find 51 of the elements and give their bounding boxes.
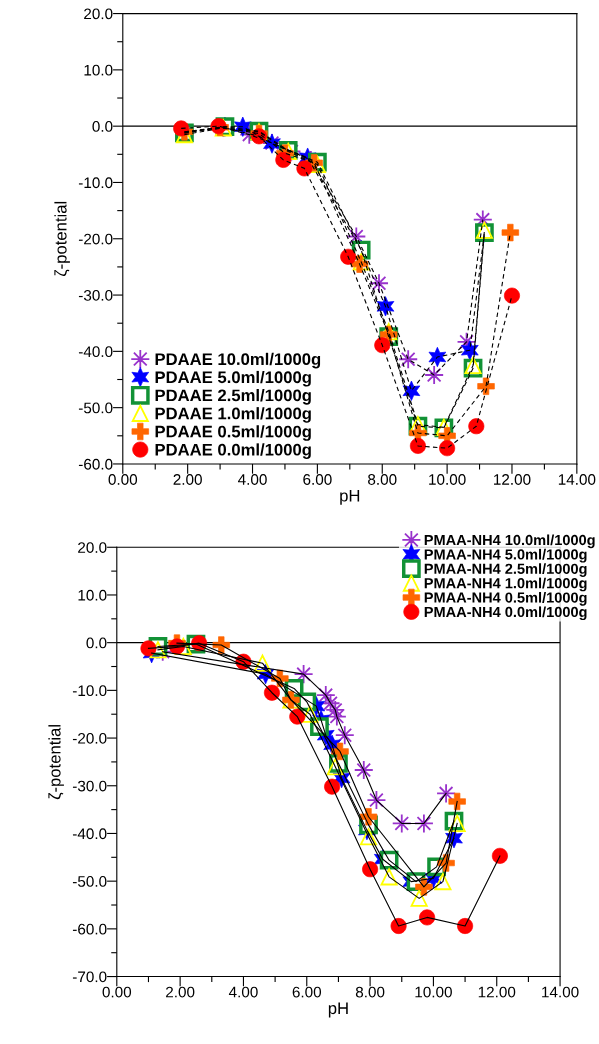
x-tick-label: 10.00 <box>415 986 452 998</box>
y-tick-label: -60.0 <box>72 923 107 935</box>
y-tick-label: -20.0 <box>72 732 107 744</box>
x-tick-label: 4.00 <box>228 986 258 998</box>
legend-label: PMAA-NH4 10.0ml/1000g <box>424 534 595 549</box>
x-tick-label: 10.00 <box>429 474 466 485</box>
x-tick-label: 14.00 <box>558 474 596 485</box>
y-tick-label: -10.0 <box>78 177 113 189</box>
y-tick-label: -60.0 <box>78 458 113 470</box>
legend-label: PDAAE 1.0ml/1000g <box>155 407 311 423</box>
y-tick-label: -50.0 <box>72 876 107 887</box>
x-axis-title: pH <box>328 1002 348 1018</box>
x-tick-label: 0.00 <box>102 986 132 998</box>
x-tick-label: 12.00 <box>494 474 531 485</box>
x-tick-label: 6.00 <box>303 474 332 485</box>
y-tick-label: -40.0 <box>72 828 107 840</box>
y-tick-label: -10.0 <box>72 685 107 697</box>
x-tick-label: 2.00 <box>166 986 195 998</box>
x-tick-label: 4.00 <box>238 474 267 485</box>
x-axis-title: pH <box>340 489 360 505</box>
y-tick-label: 10.0 <box>78 589 107 601</box>
y-tick-label: -70.0 <box>72 971 107 983</box>
y-tick-label: 10.0 <box>84 64 113 76</box>
x-tick-label: 0.00 <box>108 474 138 485</box>
y-tick-label: 0.0 <box>86 637 107 649</box>
y-tick-label: 0.0 <box>92 121 113 132</box>
y-axis-title: ζ-potential <box>54 201 70 277</box>
y-tick-label: 20.0 <box>78 542 107 553</box>
y-axis-title: ζ-potential <box>48 725 64 800</box>
legend-label: PMAA-NH4 0.5ml/1000g <box>424 592 587 606</box>
legend-label: PDAAE 10.0ml/1000g <box>155 352 321 369</box>
legend-label: PDAAE 0.0ml/1000g <box>155 443 311 459</box>
x-tick-label: 8.00 <box>355 986 385 998</box>
y-tick-label: -50.0 <box>78 402 113 414</box>
legend-label: PMAA-NH4 5.0ml/1000g <box>424 548 587 563</box>
legend-label: PDAAE 0.5ml/1000g <box>155 425 311 441</box>
y-tick-label: -30.0 <box>72 780 107 792</box>
x-tick-label: 12.00 <box>478 986 516 998</box>
legend-label: PDAAE 2.5ml/1000g <box>155 389 311 405</box>
x-tick-label: 2.00 <box>173 474 202 485</box>
legend-label: PDAAE 5.0ml/1000g <box>155 370 311 387</box>
x-tick-label: 8.00 <box>368 474 397 485</box>
x-tick-label: 14.00 <box>542 986 579 998</box>
legend-label: PMAA-NH4 1.0ml/1000g <box>424 577 587 592</box>
x-tick-label: 6.00 <box>292 986 322 998</box>
legend-label: PMAA-NH4 2.5ml/1000g <box>424 563 587 577</box>
y-tick-label: -30.0 <box>78 289 113 301</box>
y-tick-label: -40.0 <box>78 346 113 358</box>
legend-label: PMAA-NH4 0.0ml/1000g <box>424 606 587 621</box>
y-tick-label: -20.0 <box>78 233 113 245</box>
y-tick-label: 20.0 <box>84 8 113 20</box>
